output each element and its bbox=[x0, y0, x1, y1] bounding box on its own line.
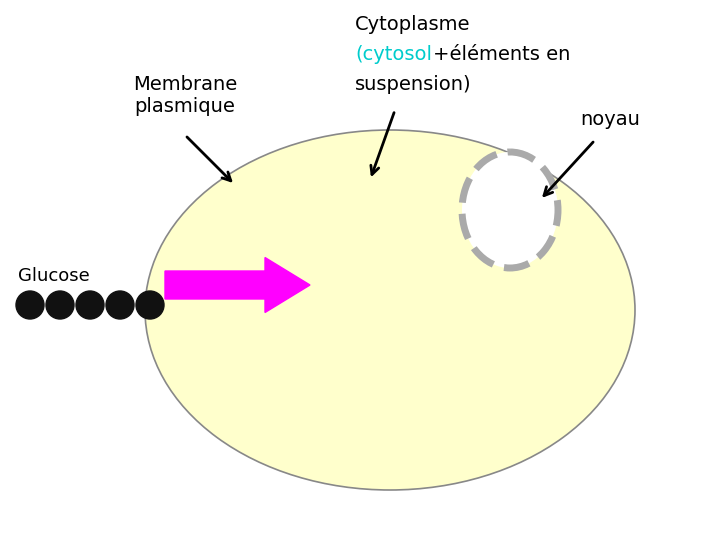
Text: suspension): suspension) bbox=[355, 75, 472, 94]
Text: Glucose: Glucose bbox=[18, 267, 90, 285]
Circle shape bbox=[16, 291, 44, 319]
Circle shape bbox=[136, 291, 164, 319]
Text: Membrane
plasmique: Membrane plasmique bbox=[133, 75, 237, 116]
Ellipse shape bbox=[145, 130, 635, 490]
Text: (cytosol: (cytosol bbox=[355, 45, 432, 64]
Text: +éléments en: +éléments en bbox=[433, 45, 570, 64]
Circle shape bbox=[76, 291, 104, 319]
Circle shape bbox=[46, 291, 74, 319]
Ellipse shape bbox=[462, 152, 558, 268]
Circle shape bbox=[106, 291, 134, 319]
Text: noyau: noyau bbox=[580, 110, 640, 129]
FancyArrow shape bbox=[165, 258, 310, 313]
Text: Cytoplasme: Cytoplasme bbox=[355, 15, 470, 34]
